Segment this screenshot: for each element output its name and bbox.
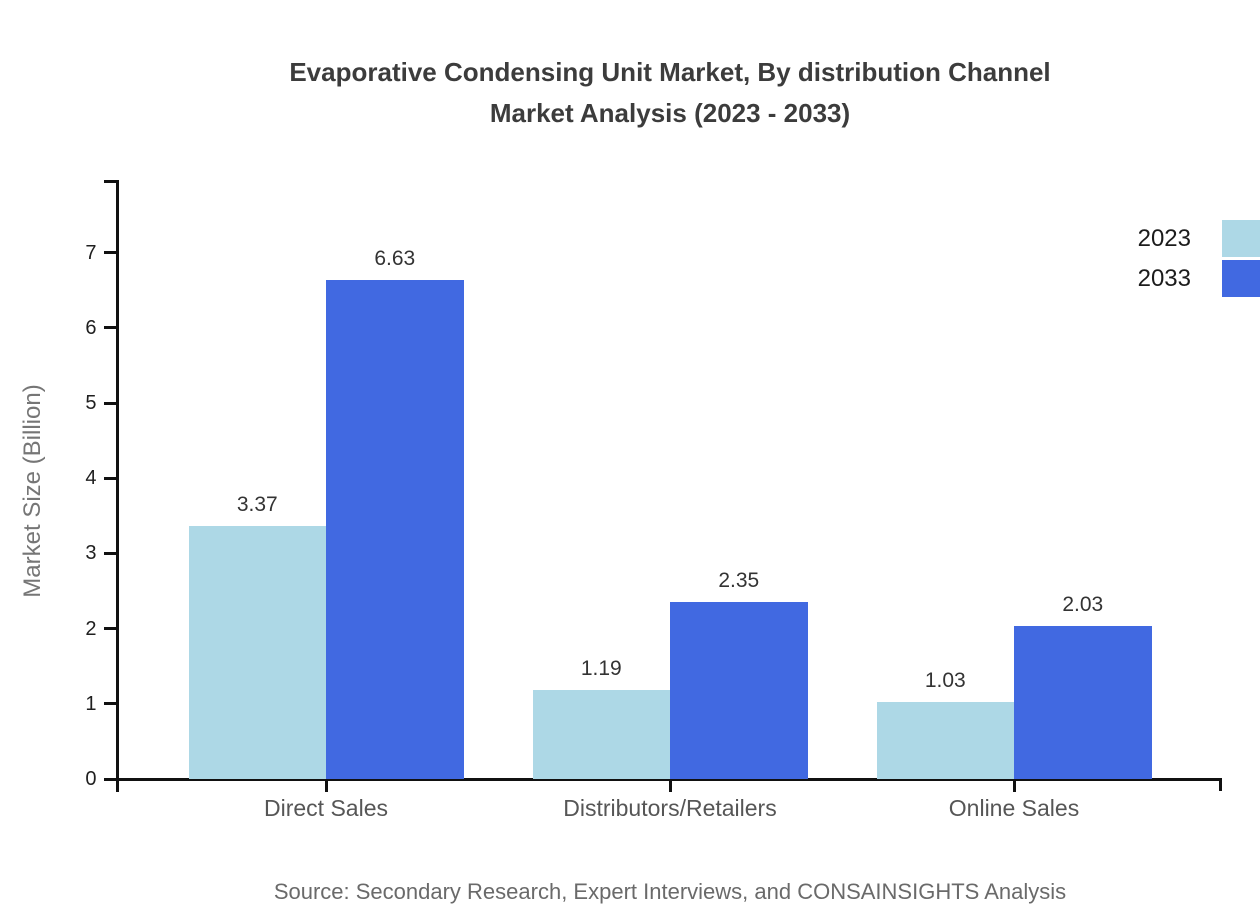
bar-2023-online-sales [876,701,1014,779]
x-category-label-distributors-retailers: Distributors/Retailers [563,795,777,821]
bar-value-label: 2.03 [1062,593,1104,617]
x-category-label-direct-sales: Direct Sales [264,795,388,821]
y-tick-label: 7 [85,241,97,264]
y-axis-tick [104,777,116,781]
y-tick-label: 2 [85,617,97,640]
y-tick-label: 3 [85,542,97,565]
x-axis-line [116,777,1222,781]
x-category-label-online-sales: Online Sales [948,795,1080,821]
y-axis-tick [104,476,116,480]
y-axis-tick [104,251,116,255]
legend-item-2033: 2033 [1138,260,1260,297]
x-axis-tick [668,780,672,792]
bar-2033-online-sales [1014,626,1152,779]
x-axis-tick [324,780,328,792]
y-tick-label: 6 [85,316,97,339]
bar-2023-distributors-retailers [532,689,670,779]
y-axis-tick [104,326,116,330]
bar-value-label: 3.37 [236,492,278,516]
y-axis-top-cap [104,180,117,183]
chart-title-line2: Market Analysis (2023 - 2033) [489,98,851,128]
legend-label: 2023 [1137,224,1191,252]
bar-value-label: 2.35 [718,569,760,593]
legend-item-2023: 2023 [1138,220,1260,257]
y-axis-tick [104,551,116,555]
bar-2033-direct-sales [326,280,464,779]
legend-swatch [1222,260,1260,297]
x-axis-end-cap [1219,777,1222,791]
y-axis-line [116,180,119,792]
source-note: Source: Secondary Research, Expert Inter… [273,879,1067,904]
bar-value-label: 1.19 [580,656,622,680]
bar-value-label: 1.03 [924,668,966,692]
bar-2023-direct-sales [188,525,326,779]
legend-swatch [1222,220,1260,257]
bar-2033-distributors-retailers [670,602,808,779]
chart-title-line1: Evaporative Condensing Unit Market, By d… [289,57,1051,87]
y-tick-label: 1 [85,692,97,715]
y-tick-label: 0 [85,768,97,790]
y-axis-tick [104,627,116,631]
bar-value-label: 6.63 [374,247,416,271]
legend-label: 2033 [1137,264,1191,292]
x-axis-tick [1012,780,1016,792]
legend: 2023 2033 [1138,220,1260,300]
y-axis-tick [104,401,116,405]
y-tick-label: 5 [85,392,97,414]
y-tick-label: 4 [85,467,97,490]
y-axis-tick [104,702,116,706]
chart-title: Evaporative Condensing Unit Market, By d… [80,52,1260,134]
